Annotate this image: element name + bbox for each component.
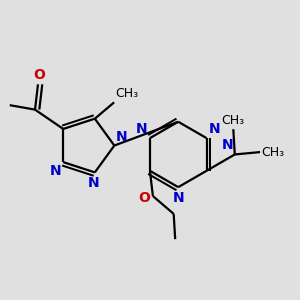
Text: N: N xyxy=(222,138,233,152)
Text: N: N xyxy=(209,122,220,136)
Text: N: N xyxy=(88,176,99,190)
Text: N: N xyxy=(116,130,127,144)
Text: CH₃: CH₃ xyxy=(116,87,139,100)
Text: N: N xyxy=(50,164,62,178)
Text: CH₃: CH₃ xyxy=(222,114,245,127)
Text: N: N xyxy=(136,122,148,136)
Text: CH₃: CH₃ xyxy=(262,146,285,159)
Text: O: O xyxy=(34,68,45,82)
Text: N: N xyxy=(172,191,184,205)
Text: O: O xyxy=(139,190,151,205)
